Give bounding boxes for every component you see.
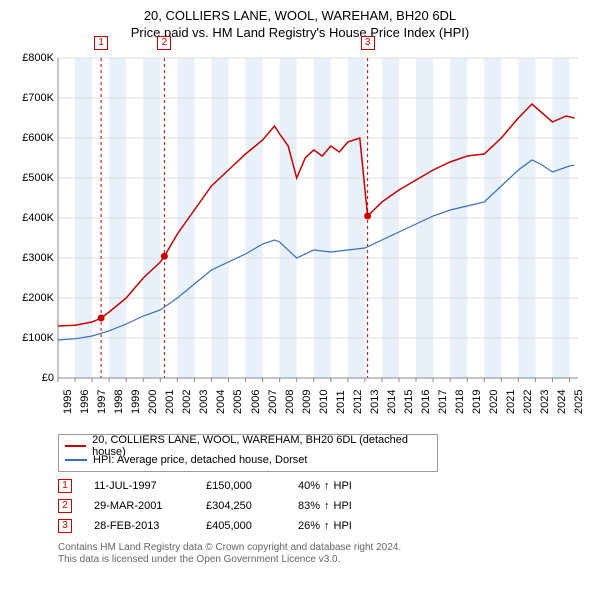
x-tick-label: 1996: [79, 389, 91, 413]
transaction-date: 28-FEB-2013: [94, 520, 184, 532]
x-tick-label: 2019: [471, 389, 483, 413]
x-tick-label: 2003: [198, 389, 210, 413]
x-tick-label: 2018: [454, 389, 466, 413]
x-tick-label: 1998: [113, 389, 125, 413]
arrow-up-icon: ↑: [324, 480, 330, 492]
legend-swatch: [65, 445, 86, 447]
x-tick-label: 2024: [556, 389, 568, 413]
transaction-table: 1 11-JUL-1997 £150,000 40% ↑ HPI 2 29-MA…: [58, 476, 590, 536]
x-tick-label: 2009: [301, 389, 313, 413]
x-tick-label: 1999: [130, 389, 142, 413]
y-tick-label: £700K: [10, 92, 54, 104]
x-tick-label: 2014: [386, 389, 398, 413]
x-tick-label: 2025: [573, 389, 585, 413]
x-tick-label: 2012: [352, 389, 364, 413]
arrow-up-icon: ↑: [324, 520, 330, 532]
x-tick-label: 2004: [215, 389, 227, 413]
transaction-row: 1 11-JUL-1997 £150,000 40% ↑ HPI: [58, 476, 590, 496]
x-tick-label: 2013: [369, 389, 381, 413]
title-line-1: 20, COLLIERS LANE, WOOL, WAREHAM, BH20 6…: [10, 8, 590, 25]
transaction-date: 11-JUL-1997: [94, 480, 184, 492]
transaction-pct: 83% ↑ HPI: [298, 500, 378, 512]
x-tick-label: 2021: [505, 389, 517, 413]
x-tick-label: 2017: [437, 389, 449, 413]
x-tick-label: 2005: [232, 389, 244, 413]
y-tick-label: £600K: [10, 132, 54, 144]
chart-svg: [10, 48, 590, 428]
footer-line-1: Contains HM Land Registry data © Crown c…: [58, 542, 590, 555]
transaction-price: £405,000: [206, 520, 276, 532]
y-tick-label: £200K: [10, 292, 54, 304]
x-tick-label: 1997: [96, 389, 108, 413]
legend: 20, COLLIERS LANE, WOOL, WAREHAM, BH20 6…: [58, 434, 438, 472]
price-chart: £0 £100K £200K £300K £400K £500K £600K £700K £80…: [10, 48, 590, 428]
x-tick-label: 2002: [181, 389, 193, 413]
legend-item: 20, COLLIERS LANE, WOOL, WAREHAM, BH20 6…: [65, 439, 431, 453]
x-tick-label: 2023: [539, 389, 551, 413]
transaction-index: 3: [58, 519, 72, 533]
transaction-row: 3 28-FEB-2013 £405,000 26% ↑ HPI: [58, 516, 590, 536]
x-tick-label: 2015: [403, 389, 415, 413]
y-tick-label: £0: [10, 372, 54, 384]
x-tick-label: 2007: [267, 389, 279, 413]
y-tick-label: £500K: [10, 172, 54, 184]
transaction-dot: [364, 212, 371, 219]
x-tick-label: 1995: [62, 389, 74, 413]
x-tick-label: 2006: [250, 389, 262, 413]
x-tick-label: 2022: [522, 389, 534, 413]
transaction-date: 29-MAR-2001: [94, 500, 184, 512]
y-tick-label: £300K: [10, 252, 54, 264]
transaction-dot: [98, 314, 105, 321]
y-tick-label: £100K: [10, 332, 54, 344]
y-tick-label: £800K: [10, 52, 54, 64]
transaction-marker: 3: [361, 36, 375, 50]
transaction-pct: 40% ↑ HPI: [298, 480, 378, 492]
transaction-row: 2 29-MAR-2001 £304,250 83% ↑ HPI: [58, 496, 590, 516]
y-tick-label: £400K: [10, 212, 54, 224]
transaction-pct: 26% ↑ HPI: [298, 520, 378, 532]
transaction-price: £150,000: [206, 480, 276, 492]
footer-attribution: Contains HM Land Registry data © Crown c…: [58, 542, 590, 567]
x-tick-label: 2020: [488, 389, 500, 413]
legend-swatch: [65, 459, 87, 461]
transaction-marker: 1: [94, 36, 108, 50]
transaction-price: £304,250: [206, 500, 276, 512]
arrow-up-icon: ↑: [324, 500, 330, 512]
x-tick-label: 2001: [164, 389, 176, 413]
x-tick-label: 2000: [147, 389, 159, 413]
x-tick-label: 2016: [420, 389, 432, 413]
legend-label: HPI: Average price, detached house, Dors…: [93, 454, 307, 466]
x-tick-label: 2008: [284, 389, 296, 413]
transaction-index: 2: [58, 499, 72, 513]
transaction-index: 1: [58, 479, 72, 493]
x-tick-label: 2010: [318, 389, 330, 413]
transaction-dot: [161, 253, 168, 260]
x-tick-label: 2011: [335, 390, 347, 414]
footer-line-2: This data is licensed under the Open Gov…: [58, 554, 590, 567]
transaction-marker: 2: [157, 36, 171, 50]
